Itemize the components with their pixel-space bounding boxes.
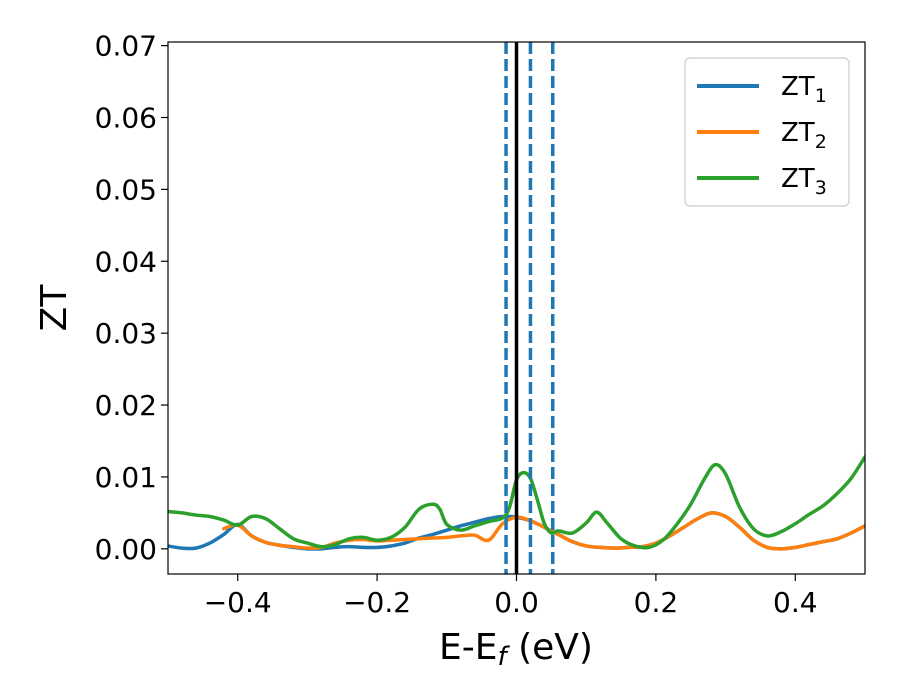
legend-label-1: ZT1 [781, 72, 827, 107]
y-tick-label: 0.04 [95, 245, 157, 278]
x-tick-label: 0.2 [634, 586, 679, 619]
y-tick-label: 0.03 [95, 317, 157, 350]
x-tick-label: 0.0 [494, 586, 539, 619]
x-axis-label-suffix: (eV) [507, 627, 593, 668]
y-tick-label: 0.01 [95, 461, 157, 494]
x-axis-label: E-Ef (eV) [439, 627, 593, 672]
legend: ZT1 ZT2 ZT3 [684, 57, 850, 207]
x-tick-label: −0.4 [204, 586, 272, 619]
legend-label-3: ZT3 [781, 164, 827, 199]
y-axis-label: ZT [34, 284, 75, 332]
x-tick-label: 0.4 [773, 586, 818, 619]
y-tick-label: 0.06 [95, 101, 157, 134]
y-tick-label: 0.02 [95, 389, 157, 422]
x-tick-label: −0.2 [343, 586, 411, 619]
reference-lines [504, 42, 555, 574]
y-tick-label: 0.07 [95, 30, 157, 63]
legend-label-2: ZT2 [781, 118, 827, 153]
y-tick-label: 0.00 [95, 533, 157, 566]
series-line-3 [168, 455, 865, 550]
y-tick-label: 0.05 [95, 173, 157, 206]
x-ticks: −0.4 −0.2 0.0 0.2 0.4 [204, 574, 818, 619]
legend-box [684, 57, 850, 207]
x-axis-label-main: E-E [439, 627, 497, 668]
y-ticks: 0.00 0.01 0.02 0.03 0.04 0.05 0.06 0.07 [95, 30, 168, 566]
